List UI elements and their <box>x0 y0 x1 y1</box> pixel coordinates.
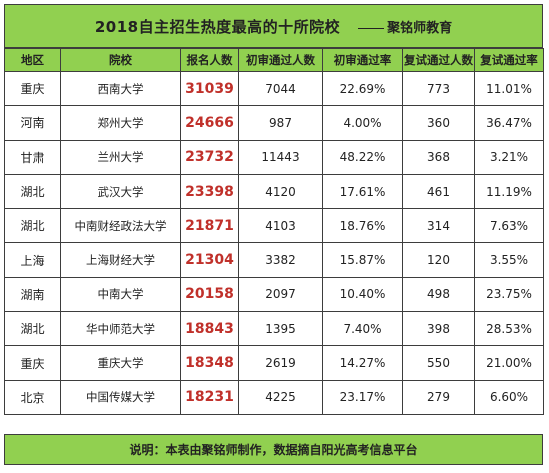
row-second-pass-rate: 3.55% <box>474 242 544 278</box>
row-apply-count: 18843 <box>180 311 239 347</box>
table-title: 2018自主招生热度最高的十所院校 <box>94 17 341 36</box>
row-apply-count: 31039 <box>180 70 239 107</box>
table-row: 湖北 华中师范大学 18843 1395 7.40% 398 28.53% <box>4 311 544 347</box>
header-region: 地区 <box>4 48 61 72</box>
row-second-pass-count: 279 <box>402 379 475 415</box>
row-second-pass-count: 314 <box>402 208 475 244</box>
row-school: 西南大学 <box>60 70 181 107</box>
row-second-pass-rate: 11.01% <box>474 70 544 107</box>
school-table: 地区 院校 报名人数 初审通过人数 初审通过率 复试通过人数 复试通过率 重庆西… <box>4 48 544 415</box>
row-first-pass-rate: 18.76% <box>322 208 403 244</box>
row-region: 湖北 <box>4 311 61 347</box>
row-first-pass-rate: 17.61% <box>322 173 403 210</box>
row-second-pass-count: 550 <box>402 345 475 381</box>
row-first-pass-rate: 22.69% <box>322 70 403 107</box>
table-row: 上海 上海财经大学 21304 3382 15.87% 120 3.55% <box>4 242 544 278</box>
row-second-pass-rate: 6.60% <box>474 379 544 415</box>
row-apply-count: 20158 <box>180 276 239 313</box>
row-second-pass-count: 398 <box>402 311 475 347</box>
row-first-pass-rate: 4.00% <box>322 105 403 141</box>
header-row: 地区 院校 报名人数 初审通过人数 初审通过率 复试通过人数 复试通过率 <box>4 48 544 72</box>
row-first-pass-count: 4120 <box>238 173 323 210</box>
table-row: 湖北 武汉大学 23398 4120 17.61% 461 11.19% <box>4 173 544 210</box>
row-region: 湖北 <box>4 208 61 244</box>
row-first-pass-count: 3382 <box>238 242 323 278</box>
table-row: 河南 郑州大学 24666 987 4.00% 360 36.47% <box>4 105 544 141</box>
footnote: 说明：本表由聚铭师制作，数据摘自阳光高考信息平台 <box>4 434 543 465</box>
table-row: 湖北 中南财经政法大学 21871 4103 18.76% 314 7.63% <box>4 208 544 244</box>
table-row: 湖南 中南大学 20158 2097 10.40% 498 23.75% <box>4 276 544 313</box>
row-second-pass-count: 773 <box>402 70 475 107</box>
row-first-pass-count: 2619 <box>238 345 323 381</box>
table-row: 重庆 重庆大学 18348 2619 14.27% 550 21.00% <box>4 345 544 381</box>
row-first-pass-count: 4103 <box>238 208 323 244</box>
row-first-pass-rate: 23.17% <box>322 379 403 415</box>
row-first-pass-rate: 15.87% <box>322 242 403 278</box>
row-school: 武汉大学 <box>60 173 181 210</box>
brand-label: 聚铭师教育 <box>358 17 452 36</box>
row-second-pass-rate: 7.63% <box>474 208 544 244</box>
row-region: 河南 <box>4 105 61 141</box>
row-school: 华中师范大学 <box>60 311 181 347</box>
row-apply-count: 23732 <box>180 139 239 175</box>
row-region: 甘肃 <box>4 139 61 175</box>
row-first-pass-rate: 14.27% <box>322 345 403 381</box>
row-first-pass-count: 987 <box>238 105 323 141</box>
row-second-pass-count: 368 <box>402 139 475 175</box>
row-region: 重庆 <box>4 70 61 107</box>
row-second-pass-rate: 11.19% <box>474 173 544 210</box>
brand-name: 聚铭师教育 <box>387 20 453 36</box>
row-first-pass-count: 1395 <box>238 311 323 347</box>
table-row: 北京 中国传媒大学 18231 4225 23.17% 279 6.60% <box>4 379 544 415</box>
row-apply-count: 21304 <box>180 242 239 278</box>
header-second-pass: 复试通过人数 <box>402 48 475 72</box>
table-row: 甘肃 兰州大学 23732 11443 48.22% 368 3.21% <box>4 139 544 175</box>
row-region: 上海 <box>4 242 61 278</box>
row-first-pass-count: 2097 <box>238 276 323 313</box>
row-school: 上海财经大学 <box>60 242 181 278</box>
header-first-rate: 初审通过率 <box>322 48 403 72</box>
row-region: 湖南 <box>4 276 61 313</box>
row-second-pass-rate: 36.47% <box>474 105 544 141</box>
row-second-pass-rate: 3.21% <box>474 139 544 175</box>
row-region: 重庆 <box>4 345 61 381</box>
table-row: 重庆 西南大学 31039 7044 22.69% 773 11.01% <box>4 70 544 107</box>
row-first-pass-count: 7044 <box>238 70 323 107</box>
row-apply-count: 18348 <box>180 345 239 381</box>
header-apply: 报名人数 <box>180 48 239 72</box>
row-first-pass-rate: 48.22% <box>322 139 403 175</box>
row-second-pass-count: 360 <box>402 105 475 141</box>
row-school: 兰州大学 <box>60 139 181 175</box>
row-apply-count: 21871 <box>180 208 239 244</box>
row-apply-count: 23398 <box>180 173 239 210</box>
title-bar: 2018自主招生热度最高的十所院校 聚铭师教育 <box>4 4 543 48</box>
header-first-pass: 初审通过人数 <box>238 48 323 72</box>
row-region: 湖北 <box>4 173 61 210</box>
row-school: 郑州大学 <box>60 105 181 141</box>
row-second-pass-rate: 21.00% <box>474 345 544 381</box>
row-region: 北京 <box>4 379 61 415</box>
row-school: 中南财经政法大学 <box>60 208 181 244</box>
row-school: 中国传媒大学 <box>60 379 181 415</box>
row-first-pass-count: 11443 <box>238 139 323 175</box>
header-second-rate: 复试通过率 <box>474 48 544 72</box>
row-first-pass-count: 4225 <box>238 379 323 415</box>
brand-dash <box>358 27 385 29</box>
row-first-pass-rate: 10.40% <box>322 276 403 313</box>
row-school: 重庆大学 <box>60 345 181 381</box>
row-second-pass-count: 120 <box>402 242 475 278</box>
row-school: 中南大学 <box>60 276 181 313</box>
row-second-pass-rate: 28.53% <box>474 311 544 347</box>
row-apply-count: 18231 <box>180 379 239 415</box>
row-second-pass-count: 461 <box>402 173 475 210</box>
row-first-pass-rate: 7.40% <box>322 311 403 347</box>
header-school: 院校 <box>60 48 181 72</box>
row-apply-count: 24666 <box>180 105 239 141</box>
row-second-pass-rate: 23.75% <box>474 276 544 313</box>
row-second-pass-count: 498 <box>402 276 475 313</box>
